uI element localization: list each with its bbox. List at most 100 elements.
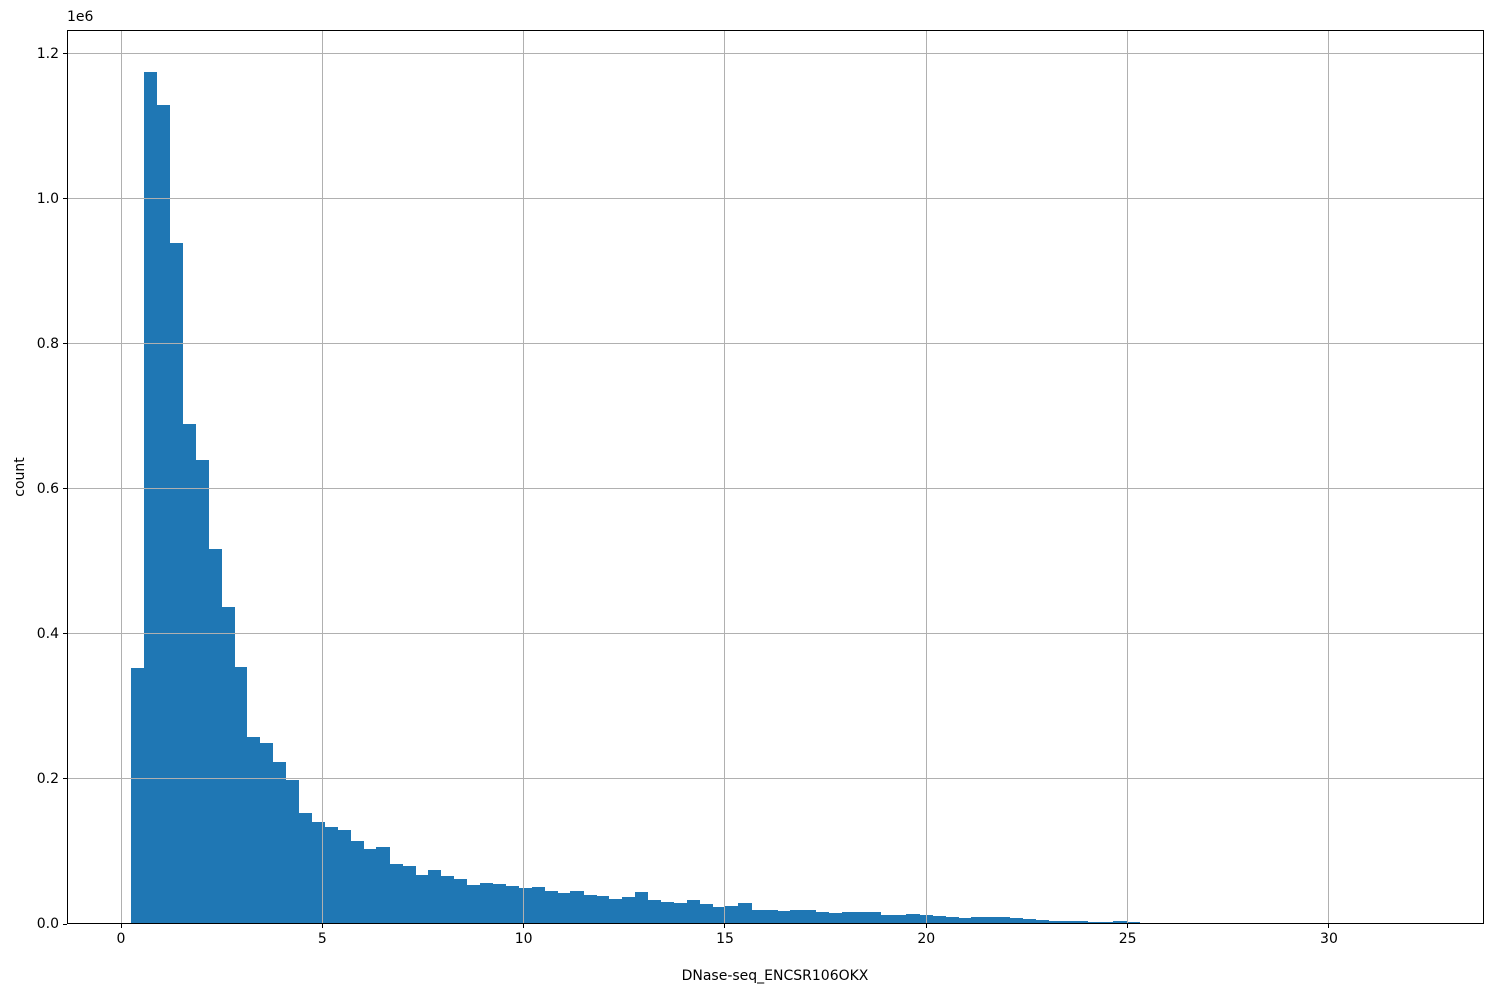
y-tick-label: 0.2 [36, 770, 59, 787]
y-tick-mark [63, 633, 67, 635]
histogram-bar [958, 917, 972, 924]
histogram-bar [906, 913, 920, 924]
histogram-bar [828, 913, 843, 924]
histogram-bar [337, 830, 351, 924]
histogram-bar [402, 866, 416, 924]
histogram-bar [531, 887, 545, 924]
histogram-bar [1087, 921, 1101, 924]
x-gridline [925, 30, 927, 924]
histogram-bar [1048, 920, 1063, 924]
histogram-bar [376, 847, 390, 924]
histogram-bar [479, 882, 494, 924]
y-tick-label: 0.6 [36, 480, 59, 497]
grid-layer [67, 30, 1484, 924]
x-gridline [1328, 30, 1330, 924]
histogram-bar [854, 911, 869, 924]
histogram-bar [841, 911, 856, 924]
histogram-bar [790, 909, 804, 924]
histogram-bar [984, 916, 998, 924]
y-axis-offset-label: 1e6 [67, 9, 94, 25]
histogram-bar [893, 915, 907, 924]
histogram-bar [1061, 921, 1075, 924]
histogram-bar [971, 917, 985, 924]
y-tick-label: 1.0 [36, 190, 59, 207]
x-tick-label: 25 [1118, 931, 1137, 947]
y-axis-label: count [12, 457, 28, 497]
histogram-bar [492, 884, 507, 924]
histogram-bar [234, 666, 248, 924]
histogram-bar [622, 897, 636, 924]
histogram-bar [570, 890, 584, 924]
histogram-bar [415, 874, 429, 924]
y-gridline [67, 633, 1484, 635]
histogram-bar [945, 917, 959, 924]
histogram-bar [634, 892, 649, 924]
histogram-bar [298, 813, 313, 924]
plot-area [67, 30, 1484, 924]
y-tick-mark [63, 923, 67, 925]
histogram-bar [596, 896, 610, 924]
x-tick-label: 30 [1320, 931, 1338, 947]
histogram-bar [583, 895, 597, 924]
histogram-bar [557, 892, 571, 924]
x-tick-mark [724, 924, 726, 928]
histogram-bar [777, 910, 791, 924]
histogram-bar [518, 887, 532, 924]
bars-layer [67, 30, 1484, 924]
histogram-bar [1035, 920, 1050, 924]
histogram-bar [441, 876, 455, 924]
histogram-bar [466, 884, 481, 924]
histogram-bar [505, 885, 519, 924]
y-tick-label: 0.0 [36, 916, 59, 932]
histogram-bar [815, 912, 830, 924]
histogram-bar [932, 916, 946, 924]
x-gridline [724, 30, 726, 924]
x-tick-mark [1328, 924, 1330, 928]
x-tick-label: 0 [116, 931, 126, 947]
histogram-bar [389, 863, 403, 924]
y-tick-label: 0.4 [36, 625, 59, 642]
histogram-bar [208, 549, 222, 924]
y-gridline [67, 343, 1484, 345]
y-tick-mark [63, 488, 67, 490]
y-gridline [67, 198, 1484, 200]
histogram-bar [247, 736, 261, 924]
y-gridline [67, 53, 1484, 55]
x-tick-label: 10 [514, 931, 533, 947]
x-tick-mark [120, 924, 122, 928]
histogram-bar [764, 910, 778, 924]
histogram-bar [428, 870, 442, 924]
x-tick-mark [925, 924, 927, 928]
x-axis-label: DNase-seq_ENCSR106OKX [681, 968, 869, 984]
histogram-bar [1074, 921, 1088, 924]
histogram-bar [660, 901, 675, 924]
histogram-bar [324, 826, 338, 924]
histogram-bar [738, 902, 752, 924]
histogram-bar [686, 900, 700, 924]
histogram-bar [996, 916, 1011, 924]
y-gridline [67, 923, 1484, 924]
histogram-bar [1009, 918, 1024, 924]
x-tick-mark [321, 924, 323, 928]
histogram-bar [751, 909, 765, 924]
histogram-bar [259, 742, 274, 924]
histogram-bar [182, 423, 196, 924]
histogram-bar [609, 898, 623, 924]
histogram-bar [880, 915, 894, 924]
histogram-bar [195, 459, 209, 924]
histogram-bar [453, 879, 468, 924]
histogram-bar [712, 906, 726, 924]
y-gridline [67, 778, 1484, 780]
histogram-bar [156, 104, 170, 924]
histogram-bar [1100, 921, 1114, 924]
histogram-bar [130, 668, 145, 924]
histogram-bar [699, 903, 713, 924]
y-tick-mark [63, 778, 67, 780]
x-gridline [120, 30, 122, 924]
x-gridline [523, 30, 525, 924]
x-gridline [321, 30, 323, 924]
x-tick-label: 5 [317, 931, 327, 947]
histogram-bar [169, 243, 183, 924]
y-tick-label: 0.8 [36, 335, 59, 352]
